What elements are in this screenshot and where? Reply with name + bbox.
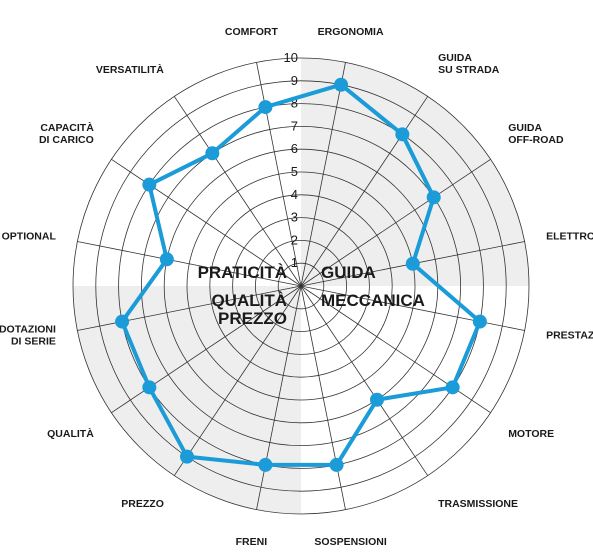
axis-label: FRENI	[236, 536, 268, 548]
axis-label: ERGONOMIA	[318, 26, 384, 38]
axis-label: CAPACITÀ	[40, 121, 94, 134]
data-point	[445, 380, 460, 395]
grid-spoke	[77, 285, 302, 331]
axis-label: SU STRADA	[438, 64, 500, 76]
grid-ring	[254, 239, 347, 332]
tick-label: 7	[291, 118, 298, 133]
axis-label: COMFORT	[225, 26, 279, 38]
axis-label: ELETTRONICA	[546, 230, 593, 242]
tick-label: 9	[291, 73, 298, 88]
group-label: PREZZO	[218, 309, 287, 328]
data-point	[334, 77, 349, 92]
group-label: PRATICITÀ	[198, 263, 287, 282]
data-point	[258, 100, 273, 115]
data-point	[205, 146, 220, 161]
data-point	[142, 177, 157, 192]
data-point	[426, 190, 441, 205]
grid-ring	[140, 125, 462, 447]
data-point	[115, 314, 130, 329]
axis-label: SOSPENSIONI	[314, 536, 386, 548]
data-point	[405, 256, 420, 271]
grid-spoke	[173, 285, 302, 476]
grid-ring	[118, 103, 484, 469]
tick-label: 3	[291, 210, 298, 225]
group-label: GUIDA	[321, 263, 376, 282]
data-point	[159, 252, 174, 267]
axis-label: DI CARICO	[39, 134, 94, 146]
grid-spoke	[300, 62, 346, 287]
axis-label: DOTAZIONI	[0, 324, 56, 336]
data-point	[258, 457, 273, 472]
axis-label: GUIDA	[508, 122, 542, 134]
grid-spoke	[300, 285, 429, 476]
axis-label: QUALITÀ	[47, 427, 94, 440]
grid-spoke	[111, 285, 302, 414]
tick-label: 1	[291, 255, 298, 270]
grid-spoke	[300, 285, 491, 414]
axis-label: PREZZO	[121, 498, 164, 510]
grid-spoke	[300, 96, 429, 287]
shaded-quadrant-top-right	[301, 58, 529, 286]
axis-label: PRESTAZIONI	[546, 330, 593, 342]
data-point	[142, 380, 157, 395]
grid-spoke	[300, 285, 346, 510]
grid-ring	[72, 57, 530, 515]
tick-label: 6	[291, 141, 298, 156]
grid-ring	[277, 262, 325, 310]
data-point	[329, 457, 344, 472]
grid-spoke	[256, 285, 302, 510]
tick-label: 2	[291, 232, 298, 247]
data-point	[179, 449, 194, 464]
tick-label: 8	[291, 96, 298, 111]
grid-spoke	[300, 158, 491, 287]
axis-label: OFF-ROAD	[508, 134, 564, 146]
axis-label: GUIDA	[438, 52, 472, 64]
grid-ring	[232, 217, 370, 355]
grid-ring	[186, 171, 416, 401]
tick-label: 5	[291, 164, 298, 179]
grid-ring	[209, 194, 393, 378]
tick-label: 4	[291, 187, 298, 202]
grid-spoke	[77, 241, 302, 287]
grid-spoke	[256, 62, 302, 287]
axis-label: DI SERIE	[11, 336, 56, 348]
data-series	[115, 77, 487, 472]
grid-spoke	[111, 158, 302, 287]
group-label: MECCANICA	[321, 291, 425, 310]
data-point	[370, 392, 385, 407]
grid-spoke	[173, 96, 302, 287]
axis-label: OPTIONAL	[2, 230, 57, 242]
grid-spoke	[300, 285, 525, 331]
axis-label: VERSATILITÀ	[96, 63, 164, 76]
data-point	[472, 314, 487, 329]
grid-ring	[95, 80, 507, 492]
radial-tick-labels: 1 2 3 4 5 6 7 8 9 10	[284, 50, 298, 270]
axis-label: MOTORE	[508, 428, 554, 440]
tick-label: 10	[284, 50, 298, 65]
group-label: QUALITÀ	[211, 291, 287, 310]
axis-label: TRASMISSIONE	[438, 498, 518, 510]
radar-grid	[72, 57, 530, 515]
data-point	[395, 127, 410, 142]
